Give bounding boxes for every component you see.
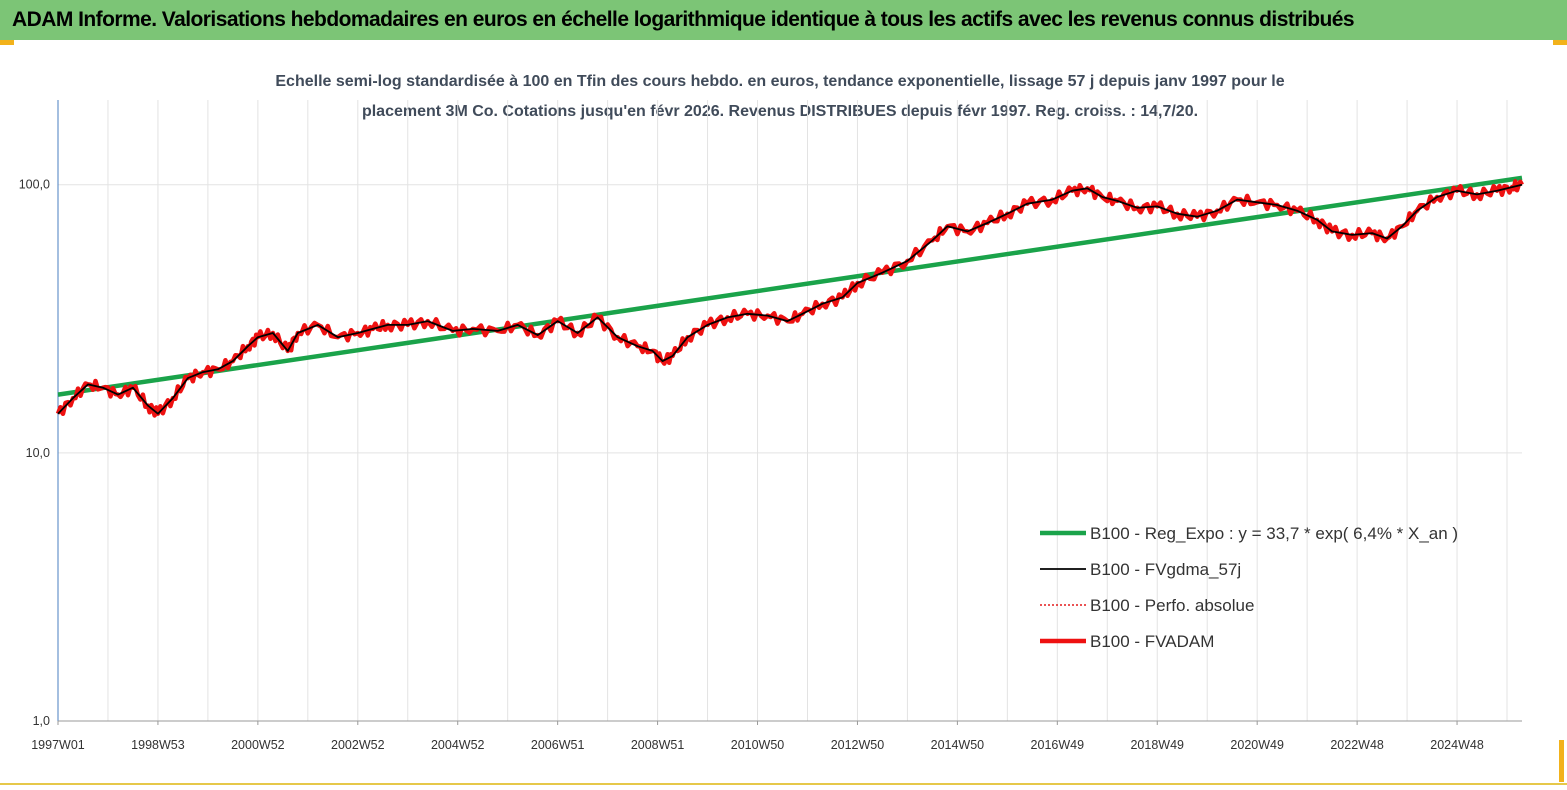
x-tick-label: 2012W50 xyxy=(831,738,885,752)
series-line-3 xyxy=(55,179,1524,418)
chart-legend: B100 - Reg_Expo : y = 33,7 * exp( 6,4% *… xyxy=(1040,524,1458,651)
x-tick-label: 1997W01 xyxy=(31,738,85,752)
report-title: ADAM Informe. Valorisations hebdomadaire… xyxy=(12,8,1355,31)
chart-subtitle-line2: placement 3M Co. Cotations jusqu'en févr… xyxy=(362,103,1198,120)
x-tick-label: 2008W51 xyxy=(631,738,685,752)
frame-corner-top-left xyxy=(0,40,14,45)
chart-plot xyxy=(55,175,1524,418)
y-tick-label: 10,0 xyxy=(26,446,50,460)
x-tick-label: 2022W48 xyxy=(1330,738,1384,752)
x-tick-label: 2014W50 xyxy=(931,738,985,752)
x-tick-label: 2006W51 xyxy=(531,738,585,752)
x-tick-label: 2010W50 xyxy=(731,738,785,752)
chart-grid xyxy=(58,100,1522,722)
series-line-2 xyxy=(57,183,1523,415)
x-tick-label: 2020W49 xyxy=(1230,738,1284,752)
x-tick-label: 2000W52 xyxy=(231,738,285,752)
legend-label-0: B100 - Reg_Expo : y = 33,7 * exp( 6,4% *… xyxy=(1090,524,1458,543)
y-tick-label: 100,0 xyxy=(19,178,50,192)
series-line-1 xyxy=(57,183,1523,415)
chart-axes: 1,0 10,0 100,0 1997W01 1998W53 2000W52 2002W52… xyxy=(19,100,1522,752)
x-tick-label: 2016W49 xyxy=(1031,738,1085,752)
frame-corner-bottom-right xyxy=(1559,740,1564,782)
x-tick-label: 2004W52 xyxy=(431,738,485,752)
x-tick-label: 2024W48 xyxy=(1430,738,1484,752)
x-tick-label: 2002W52 xyxy=(331,738,385,752)
y-tick-label: 1,0 xyxy=(33,714,50,728)
legend-label-3: B100 - FVADAM xyxy=(1090,632,1214,651)
series-line-0 xyxy=(57,175,1523,397)
x-tick-label: 2018W49 xyxy=(1130,738,1184,752)
x-tick-label: 1998W53 xyxy=(131,738,185,752)
legend-label-2: B100 - Perfo. absolue xyxy=(1090,596,1254,615)
frame-corner-top-right xyxy=(1553,40,1567,45)
frame-bottom-line xyxy=(0,783,1567,785)
legend-label-1: B100 - FVgdma_57j xyxy=(1090,560,1241,579)
chart-subtitle-line1: Echelle semi-log standardisée à 100 en T… xyxy=(275,73,1284,90)
report-banner: ADAM Informe. Valorisations hebdomadaire… xyxy=(0,0,1567,40)
